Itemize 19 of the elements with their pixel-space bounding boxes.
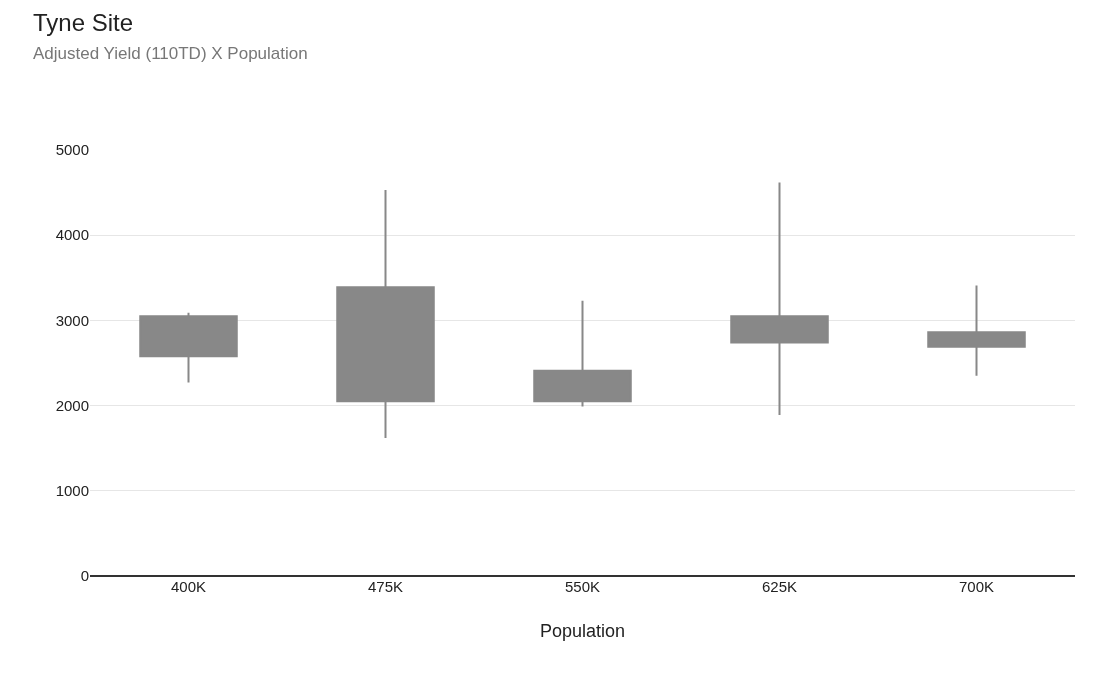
y-tick-label: 2000 <box>55 396 89 414</box>
x-tick-label: 700K <box>958 578 995 595</box>
chart-title: Tyne Site <box>33 9 134 37</box>
x-tick-label: 400K <box>170 578 207 595</box>
candlestick <box>336 189 435 439</box>
chart-subtitle: Adjusted Yield (110TD) X Population <box>33 43 308 63</box>
y-tick-label: 0 <box>80 567 89 585</box>
x-tick-label: 625K <box>761 578 798 595</box>
candlestick <box>139 311 238 384</box>
x-tick-label: 475K <box>367 578 404 595</box>
y-tick-label: 1000 <box>55 482 89 500</box>
x-tick-label: 550K <box>564 578 601 595</box>
y-tick-label: 3000 <box>55 311 89 329</box>
x-axis-title: Population <box>539 621 626 642</box>
candlestick <box>730 181 829 416</box>
candlestick <box>533 299 632 408</box>
y-tick-label: 5000 <box>55 141 89 159</box>
y-tick-label: 4000 <box>55 226 89 244</box>
candlestick <box>927 284 1026 377</box>
